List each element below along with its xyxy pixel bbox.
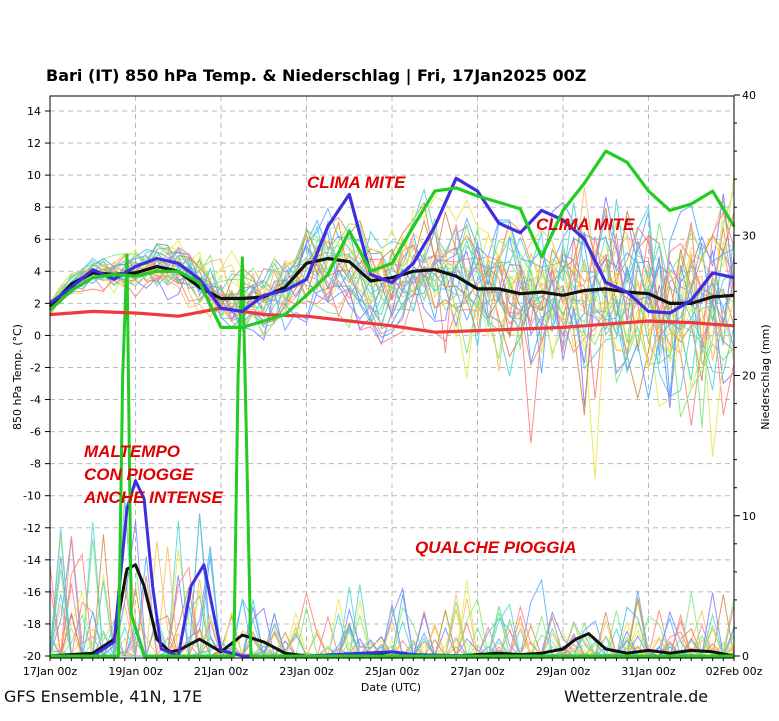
y-tick-label--8: -8 — [30, 458, 41, 471]
y-tick-label-10: 10 — [27, 169, 41, 182]
annotation-maltempo-line-1: MALTEMPO — [84, 442, 181, 461]
x-tick-label-6: 29Jan 00z — [536, 665, 590, 678]
x-tick-label-7: 31Jan 00z — [621, 665, 675, 678]
annotation-clima-mite-2: CLIMA MITE — [536, 215, 635, 234]
y-tick-label--20: -20 — [23, 650, 41, 663]
series-climate-mean-850-hpa-temp — [49, 306, 735, 334]
y-axis-label: 850 hPa Temp. (°C) — [11, 324, 24, 430]
series-control-run-850-hpa-temp — [49, 176, 735, 315]
y-tick-label--2: -2 — [30, 361, 41, 374]
x-tick-label-0: 17Jan 00z — [23, 665, 77, 678]
y-tick-label-8: 8 — [34, 201, 41, 214]
y-tick-label-2: 2 — [34, 297, 41, 310]
series-operational-run-850-hpa-temp — [48, 149, 736, 329]
chart-title: Bari (IT) 850 hPa Temp. & Niederschlag |… — [46, 66, 587, 85]
temperature-main-lines — [48, 149, 736, 334]
y-tick-label--10: -10 — [23, 490, 41, 503]
precipitation-main-lines — [49, 253, 735, 658]
y-tick-label-0: 0 — [34, 329, 41, 342]
y2-tick-label-0: 0 — [742, 650, 749, 663]
y2-tick-label-30: 30 — [742, 229, 756, 242]
y-tick-label-4: 4 — [34, 265, 41, 278]
series-operational-run-precipitation — [50, 253, 734, 658]
y-tick-label-6: 6 — [34, 233, 41, 246]
y2-tick-label-40: 40 — [742, 89, 756, 102]
x-tick-label-1: 19Jan 00z — [108, 665, 162, 678]
annotation-maltempo: MALTEMPO CON PIOGGE ANCHE INTENSE — [84, 440, 223, 509]
axes: 14121086420-2-4-6-8-10-12-14-16-18-2017J… — [23, 89, 763, 678]
annotation-clima-mite-1: CLIMA MITE — [307, 173, 406, 192]
annotation-maltempo-line-2: CON PIOGGE — [84, 465, 194, 484]
y-tick-label-12: 12 — [27, 137, 41, 150]
x-tick-label-5: 27Jan 00z — [450, 665, 504, 678]
y2-tick-label-10: 10 — [742, 510, 756, 523]
x-tick-label-8: 02Feb 00z — [706, 665, 763, 678]
y-tick-label--12: -12 — [23, 522, 41, 535]
annotation-qualche-pioggia: QUALCHE PIOGGIA — [415, 538, 577, 557]
model-info: GFS Ensemble, 41N, 17E — [4, 687, 203, 706]
series-ensemble-mean-850-hpa-temp — [48, 256, 735, 308]
ensemble-member-precip-19 — [50, 613, 734, 657]
plot-frame — [49, 95, 735, 659]
y-tick-label--4: -4 — [30, 394, 41, 407]
ensemble-member-temp-27 — [49, 223, 735, 418]
ensemble-member-temp-12 — [49, 224, 735, 398]
y-tick-label--14: -14 — [23, 554, 41, 567]
y-tick-label-14: 14 — [27, 105, 41, 118]
source-credit: Wetterzentrale.de — [564, 687, 709, 706]
ensemble-member-temp-29 — [49, 221, 735, 338]
x-tick-label-2: 21Jan 00z — [194, 665, 248, 678]
y-tick-label--6: -6 — [30, 426, 41, 439]
ensemble-member-temp-24 — [49, 210, 735, 352]
annotation-maltempo-line-3: ANCHE INTENSE — [84, 488, 223, 507]
y2-tick-label-20: 20 — [742, 370, 756, 383]
y2-axis-label: Niederschlag (mm) — [759, 324, 772, 429]
x-axis-label: Date (UTC) — [361, 681, 421, 694]
x-tick-label-4: 25Jan 00z — [365, 665, 419, 678]
ensemble-member-temp-14 — [49, 193, 735, 409]
y-tick-label--18: -18 — [23, 618, 41, 631]
y-tick-label--16: -16 — [23, 586, 41, 599]
x-tick-label-3: 23Jan 00z — [279, 665, 333, 678]
